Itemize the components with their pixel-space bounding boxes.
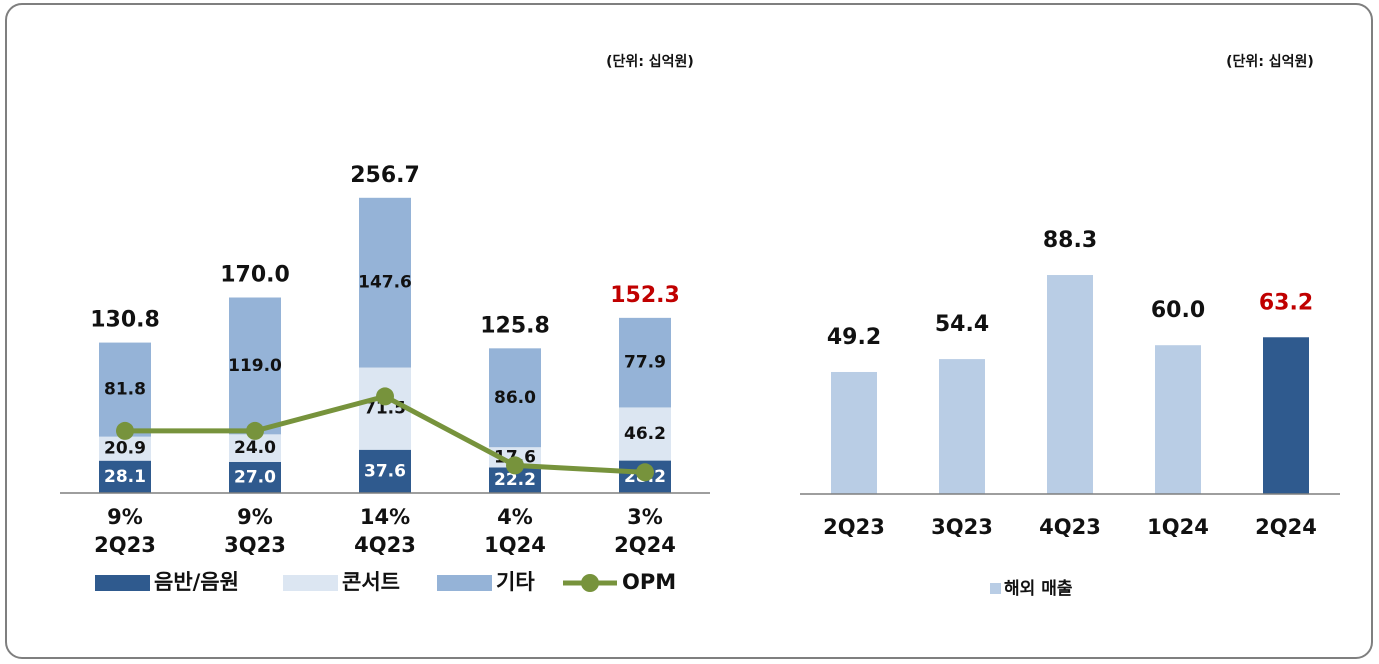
bar [831, 371, 877, 494]
opm-label: 4% [497, 505, 533, 529]
bar [1263, 337, 1309, 494]
x-tick-label: 4Q23 [354, 533, 416, 557]
segment-label: 28.1 [104, 467, 146, 487]
bar [1155, 345, 1201, 494]
total-label: 130.8 [90, 308, 160, 333]
unit-label: (단위: 십억원) [1226, 53, 1314, 70]
value-label: 54.4 [935, 312, 989, 337]
legend-label: 음반/음원 [154, 570, 239, 594]
bar-segment [619, 407, 671, 461]
bar-segment [359, 449, 411, 493]
x-tick-label: 3Q23 [224, 533, 286, 557]
total-label: 170.0 [220, 263, 290, 288]
bar-segment [229, 297, 281, 435]
bar-segment [99, 436, 151, 461]
x-tick-label: 2Q24 [1255, 515, 1317, 539]
segment-label: 147.6 [358, 273, 412, 293]
segment-label: 27.0 [234, 467, 276, 487]
bar-segment [99, 342, 151, 437]
frame [5, 3, 1373, 659]
bar-segment [359, 367, 411, 450]
bar-segment [359, 197, 411, 368]
opm-point [246, 421, 264, 440]
segment-label: 24.0 [234, 438, 276, 458]
opm-label: 3% [627, 505, 663, 529]
total-label: 256.7 [350, 163, 420, 188]
value-label: 49.2 [827, 325, 881, 350]
opm-label: 14% [360, 505, 410, 529]
value-label: 63.2 [1259, 290, 1313, 315]
legend-swatch [95, 575, 150, 591]
total-label: 152.3 [610, 283, 680, 308]
x-tick-label: 1Q24 [484, 533, 546, 557]
segment-label: 86.0 [494, 388, 536, 408]
bar [939, 359, 985, 494]
bar-segment [489, 348, 541, 448]
x-tick-label: 3Q23 [931, 515, 993, 539]
legend-dot [581, 574, 599, 592]
segment-label: 20.9 [104, 439, 146, 459]
segment-label: 119.0 [228, 356, 282, 376]
total-label: 125.8 [480, 313, 550, 338]
legend-swatch [437, 575, 492, 591]
opm-point [636, 463, 654, 482]
legend-label: 콘서트 [342, 570, 400, 594]
segment-label: 81.8 [104, 380, 146, 400]
x-tick-label: 4Q23 [1039, 515, 1101, 539]
opm-point [506, 456, 524, 475]
opm-point [116, 421, 134, 440]
legend-label: 해외 매출 [1004, 579, 1073, 599]
bar-segment [619, 317, 671, 408]
opm-point [376, 387, 394, 406]
unit-label: (단위: 십억원) [606, 53, 694, 70]
value-label: 60.0 [1151, 298, 1205, 323]
legend-swatch [283, 575, 338, 591]
segment-label: 46.2 [624, 424, 666, 444]
legend-label: 기타 [496, 570, 535, 594]
legend-swatch [990, 583, 1001, 594]
segment-label: 77.9 [624, 353, 666, 373]
opm-label: 9% [237, 505, 273, 529]
x-tick-label: 1Q24 [1147, 515, 1209, 539]
x-tick-label: 2Q23 [823, 515, 885, 539]
bar-segment [99, 460, 151, 493]
bar-segment [229, 461, 281, 493]
x-tick-label: 2Q23 [94, 533, 156, 557]
bar [1047, 275, 1093, 494]
segment-label: 22.2 [494, 470, 536, 490]
value-label: 88.3 [1043, 228, 1097, 253]
legend-label: OPM [622, 570, 676, 594]
opm-label: 9% [107, 505, 143, 529]
x-tick-label: 2Q24 [614, 533, 676, 557]
segment-label: 37.6 [364, 461, 406, 481]
